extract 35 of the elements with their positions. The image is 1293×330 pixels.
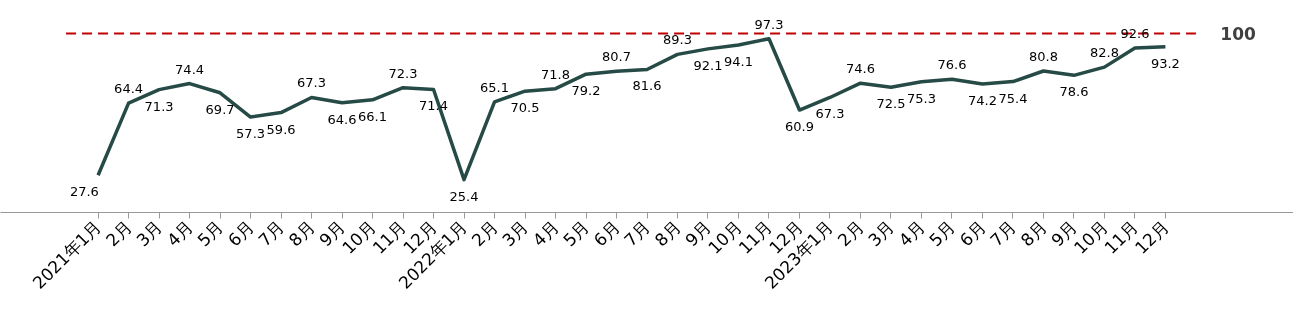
data-label: 92.1 bbox=[693, 57, 723, 73]
data-label: 75.4 bbox=[998, 90, 1028, 106]
data-label: 76.6 bbox=[937, 57, 967, 73]
data-label: 72.5 bbox=[876, 96, 906, 112]
data-label: 81.6 bbox=[632, 78, 662, 94]
data-label: 74.6 bbox=[845, 61, 875, 77]
data-label: 97.3 bbox=[754, 16, 784, 32]
data-label: 72.3 bbox=[388, 65, 418, 81]
data-label: 79.2 bbox=[571, 83, 601, 99]
data-label: 75.3 bbox=[906, 90, 936, 106]
data-label: 65.1 bbox=[480, 79, 509, 95]
data-label: 64.4 bbox=[114, 81, 144, 97]
data-label: 74.2 bbox=[967, 92, 997, 108]
data-label: 67.3 bbox=[297, 75, 327, 91]
data-label: 67.3 bbox=[815, 106, 845, 122]
data-label: 80.8 bbox=[1028, 49, 1058, 65]
data-label: 94.1 bbox=[724, 53, 753, 69]
data-label: 64.6 bbox=[327, 111, 357, 127]
data-label: 71.8 bbox=[541, 66, 570, 82]
data-label: 80.7 bbox=[602, 49, 631, 65]
data-label: 70.5 bbox=[510, 100, 540, 116]
data-label: 27.6 bbox=[69, 184, 99, 200]
data-label: 93.2 bbox=[1150, 55, 1180, 71]
data-label: 78.6 bbox=[1059, 84, 1089, 100]
data-label: 57.3 bbox=[236, 126, 266, 142]
data-label: 74.4 bbox=[175, 61, 205, 77]
data-label: 71.3 bbox=[144, 98, 174, 114]
data-label: 66.1 bbox=[358, 108, 388, 124]
data-label: 82.8 bbox=[1089, 45, 1119, 61]
data-label: 69.7 bbox=[205, 101, 235, 117]
data-label: 89.3 bbox=[663, 32, 692, 48]
data-label: 60.9 bbox=[785, 119, 814, 135]
data-label: 25.4 bbox=[449, 188, 479, 204]
ref-line-label: 100 bbox=[1220, 23, 1256, 44]
data-label: 59.6 bbox=[266, 121, 296, 137]
